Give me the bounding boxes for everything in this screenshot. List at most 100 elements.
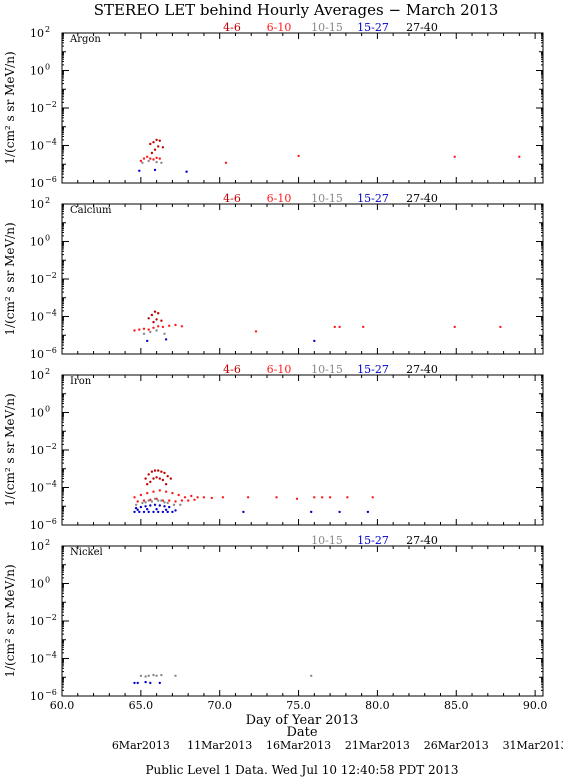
- data-point: [155, 329, 158, 332]
- data-point: [133, 510, 136, 514]
- data-point: [158, 139, 161, 142]
- data-point: [338, 510, 341, 514]
- y-tick-label: 10: [30, 311, 44, 324]
- series-15-27: [146, 338, 316, 343]
- legend-15-27: 15-27: [357, 21, 389, 34]
- data-point: [160, 470, 163, 473]
- y-tick-label: 10: [30, 198, 44, 211]
- data-point: [313, 496, 316, 499]
- data-point: [146, 491, 149, 495]
- data-point: [138, 510, 141, 514]
- y-tick-label-exponent: −2: [45, 613, 57, 622]
- data-point: [453, 155, 456, 158]
- data-point: [163, 332, 166, 335]
- y-tick-label-exponent: −6: [45, 175, 57, 184]
- y-tick-label-exponent: −6: [45, 517, 57, 526]
- data-point: [224, 161, 228, 164]
- legend-27-40: 27-40: [406, 192, 438, 205]
- data-point: [164, 338, 168, 341]
- data-point: [168, 499, 171, 502]
- data-point: [221, 496, 225, 499]
- y-tick-label-exponent: −4: [45, 138, 57, 147]
- y-tick-label-exponent: −2: [45, 442, 57, 451]
- data-point: [160, 673, 163, 677]
- data-point: [152, 320, 155, 324]
- data-point: [152, 477, 155, 480]
- data-point: [144, 680, 147, 684]
- data-point: [147, 674, 150, 677]
- legend-15-27: 15-27: [357, 534, 389, 547]
- data-point: [196, 496, 199, 499]
- y-tick-label: 10: [30, 348, 44, 361]
- data-point: [150, 151, 154, 155]
- data-point: [371, 496, 374, 499]
- x-axis-labels: 60.0 65.0 70.0 75.0 80.0 85.0 90.0: [50, 699, 548, 712]
- x-tick-label: 90.0: [523, 699, 548, 712]
- series-4-6: [147, 310, 163, 324]
- data-point: [254, 330, 258, 333]
- y-tick-label: 10: [30, 102, 44, 115]
- data-point: [142, 510, 146, 514]
- legend-10-15: 10-15: [311, 192, 343, 205]
- data-point: [246, 496, 250, 499]
- data-point: [147, 328, 150, 331]
- data-point: [172, 503, 176, 506]
- panel-element-label: Iron: [70, 376, 92, 387]
- y-tick-label-exponent: 2: [45, 25, 50, 34]
- data-point: [310, 510, 313, 514]
- data-point: [160, 499, 163, 502]
- data-point: [171, 491, 174, 495]
- y-axis-title: 1/(cm² s sr MeV/n): [3, 222, 17, 335]
- data-point: [161, 325, 165, 329]
- y-tick-label-exponent: 0: [45, 63, 50, 72]
- data-point: [499, 325, 502, 329]
- data-point: [163, 471, 166, 475]
- data-point: [152, 510, 155, 514]
- data-point: [187, 499, 190, 502]
- y-tick-label: 10: [30, 65, 44, 78]
- data-point: [141, 161, 144, 164]
- data-point: [152, 158, 155, 161]
- y-tick-label: 10: [30, 519, 44, 532]
- date-tick-label: 16Mar2013: [266, 739, 331, 752]
- date-tick-label: 26Mar2013: [424, 739, 489, 752]
- data-point: [155, 160, 158, 164]
- data-point: [193, 498, 196, 501]
- data-point: [152, 673, 155, 677]
- series-4-6: [149, 138, 165, 155]
- series-6-10: [133, 489, 374, 503]
- x-tick-label: 60.0: [50, 699, 75, 712]
- date-tick-labels: 6Mar2013 11Mar2013 16Mar2013 21Mar2013 26Mar…: [112, 739, 563, 752]
- data-point: [144, 501, 147, 504]
- data-point: [157, 469, 160, 472]
- data-point: [338, 325, 341, 329]
- data-point: [180, 325, 184, 328]
- y-tick-label-exponent: 2: [45, 538, 50, 547]
- data-point: [153, 497, 157, 500]
- data-point: [158, 489, 161, 492]
- data-point: [142, 327, 146, 330]
- data-point: [144, 505, 147, 508]
- data-point: [133, 329, 136, 332]
- data-point: [166, 510, 169, 514]
- y-tick-label-exponent: −4: [45, 651, 57, 660]
- data-point: [155, 138, 158, 142]
- series-15-27: [138, 168, 188, 173]
- y-tick-label-exponent: −4: [45, 480, 57, 489]
- y-tick-label-exponent: 2: [45, 196, 50, 205]
- y-tick-label-exponent: 0: [45, 405, 50, 414]
- legend-10-15: 10-15: [311, 363, 343, 376]
- data-point: [147, 159, 150, 163]
- chart-title: STEREO LET behind Hourly Averages − Marc…: [94, 1, 499, 19]
- series-4-6: [144, 469, 172, 486]
- x-tick-label: 65.0: [129, 699, 154, 712]
- data-point: [313, 339, 316, 343]
- data-point: [185, 170, 188, 173]
- y-axis-title: 1/(cm² s sr MeV/n): [3, 564, 17, 677]
- data-point: [158, 681, 161, 685]
- y-tick-label-exponent: 2: [45, 367, 50, 376]
- legend-6-10: 6-10: [267, 192, 292, 205]
- data-point: [152, 490, 155, 493]
